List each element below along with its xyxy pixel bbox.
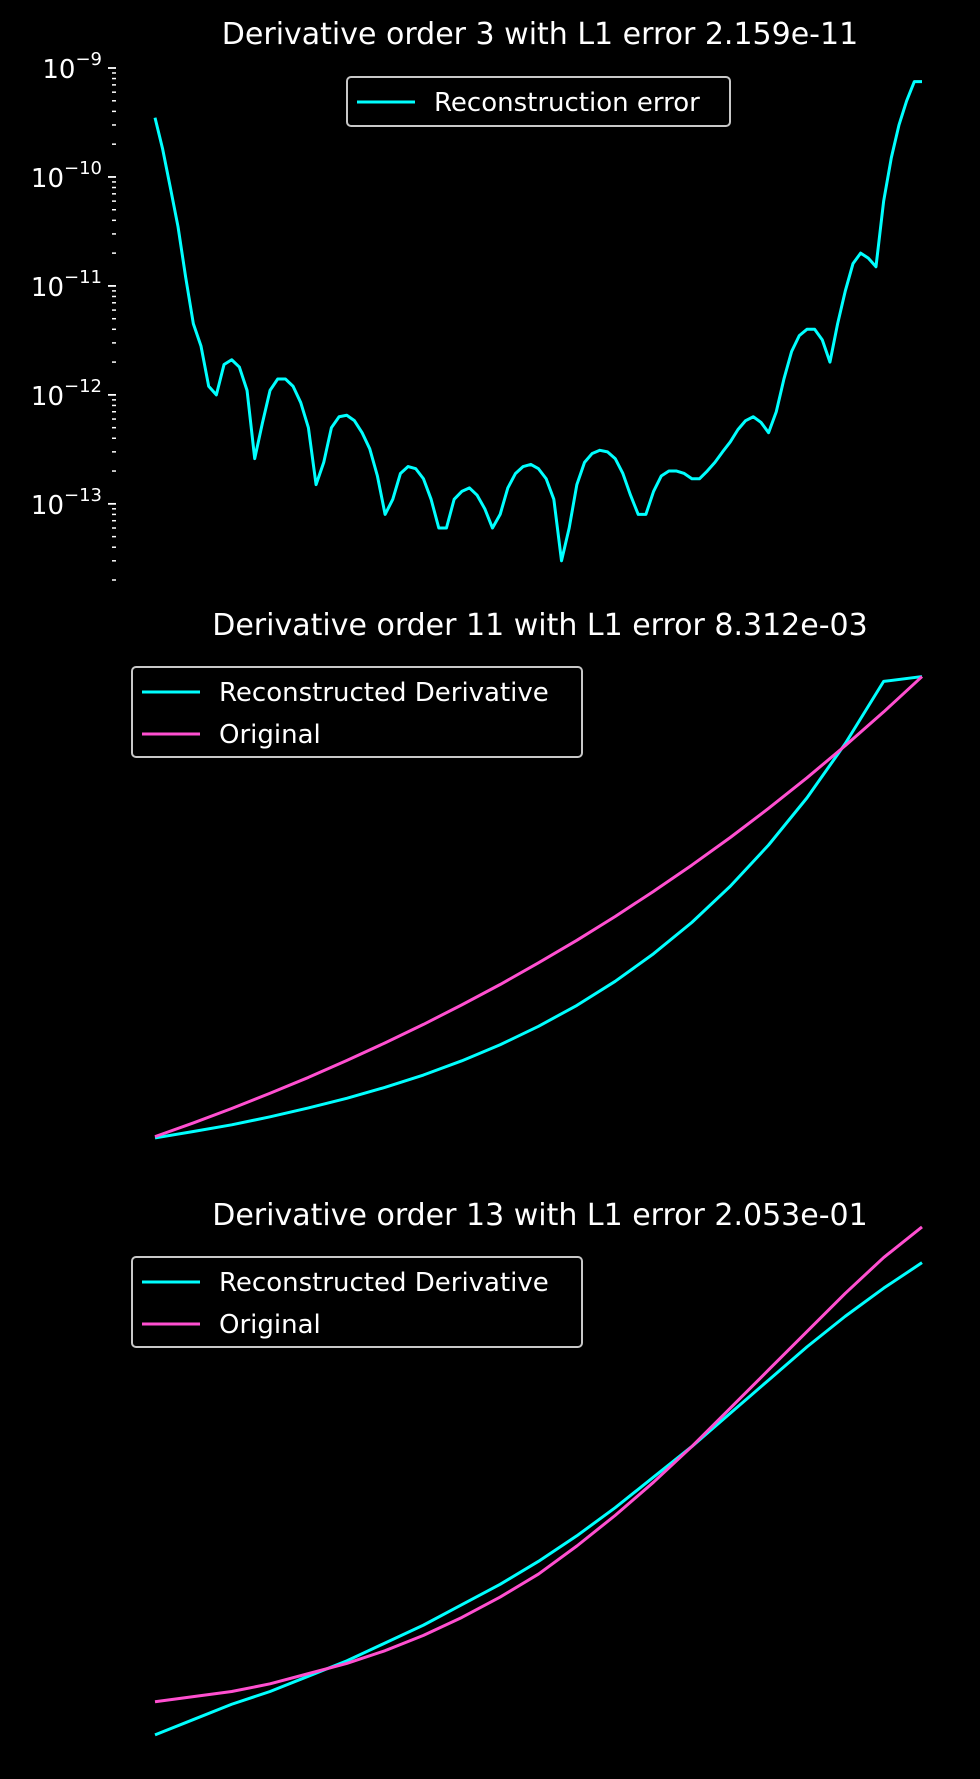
series-line-reconstructed (154, 1261, 923, 1737)
chart-title: Derivative order 13 with L1 error 2.053e… (212, 1198, 867, 1233)
y-tick-label: 10−11 (31, 267, 102, 303)
series-line-original (154, 1225, 923, 1704)
chart-panel-1: Derivative order 3 with L1 error 2.159e-… (31, 17, 922, 581)
legend: Reconstruction error (346, 76, 731, 127)
series-line-reconstructed (153, 80, 922, 563)
series-line-original (154, 675, 924, 1139)
y-tick-label: 10−12 (31, 376, 102, 412)
legend-label: Reconstructed Derivative (219, 1268, 549, 1298)
legend: Reconstructed Derivative Original (131, 666, 583, 758)
legend-label: Reconstructed Derivative (219, 678, 549, 708)
legend: Reconstructed Derivative Original (131, 1256, 583, 1348)
chart-title: Derivative order 3 with L1 error 2.159e-… (222, 17, 858, 52)
chart-title: Derivative order 11 with L1 error 8.312e… (212, 608, 867, 643)
y-tick-label: 10−10 (31, 158, 102, 194)
legend-frame (131, 666, 583, 758)
legend-label: Original (219, 720, 321, 750)
y-tick-label: 10−13 (31, 485, 102, 521)
y-tick-label: 10−9 (42, 49, 102, 85)
legend-label: Reconstruction error (434, 88, 700, 118)
legend-frame (346, 76, 731, 127)
chart-panel-3: Derivative order 13 with L1 error 2.053e… (131, 1198, 923, 1737)
legend-frame (131, 1256, 583, 1348)
series-line-reconstructed (154, 675, 923, 1140)
legend-label: Original (219, 1310, 321, 1340)
chart-panel-2: Derivative order 11 with L1 error 8.312e… (131, 608, 924, 1140)
